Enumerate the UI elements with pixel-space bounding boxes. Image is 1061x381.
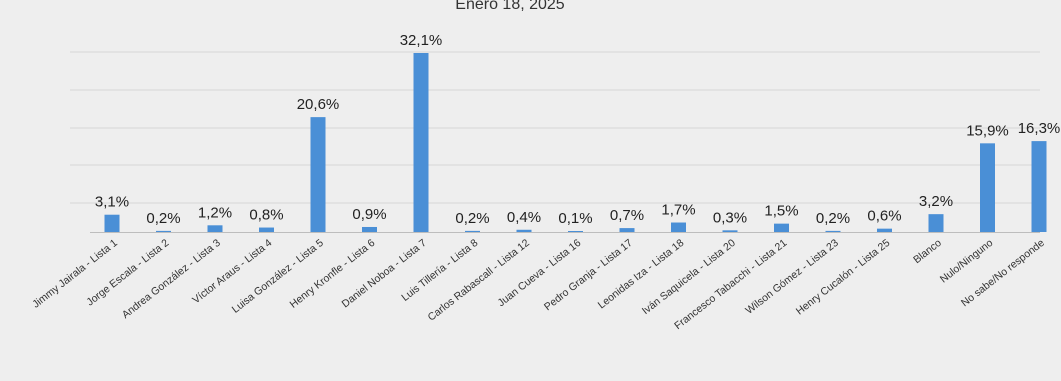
bar [310,117,326,232]
bar [156,230,171,232]
category-label: No sabe/No responde [959,237,1047,309]
category-label: Leonidas Iza - Lista 18 [596,237,687,312]
bar [1031,141,1047,232]
bar [516,229,532,232]
bar [413,53,429,232]
data-label: 16,3% [1018,120,1061,137]
category-label: Carlos Rabascall - Lista 12 [426,237,532,324]
bar [671,222,686,232]
category-label: Luisa González - Lista 5 [230,237,326,316]
bar [722,230,738,232]
category-label: Andrea González - Lista 3 [120,237,223,321]
data-label: 0,9% [352,206,386,223]
data-label: 1,2% [198,204,232,221]
data-label: 3,2% [919,193,953,210]
bar [928,214,944,232]
category-label: Juan Cueva - Lista 16 [495,237,583,309]
data-label: 0,2% [146,210,180,227]
data-label: 0,2% [455,210,489,227]
data-label: 32,1% [400,32,443,49]
category-label: Iván Saquicela - Lista 20 [640,237,738,317]
data-labels: 3,1% 0,2% 1,2% 0,8% 20,6% 0,9% 32,1% 0,2% 0,4% 0,… [95,32,1060,227]
category-label: Henry Kronfle - Lista 6 [288,237,378,311]
category-label: Daniel Noboa - Lista 7 [340,237,429,311]
category-label: Wilson Gómez - Lista 23 [743,237,841,317]
category-label: Blanco [911,237,944,266]
bars [104,53,1047,232]
bar [774,223,789,232]
category-label: Henry Cucalón - Lista 25 [794,237,893,318]
bar [568,231,583,232]
gridlines [70,51,1040,233]
data-label: 15,9% [966,122,1009,139]
data-label: 0,3% [713,209,747,226]
data-label: 0,2% [816,210,850,227]
category-label: Jimmy Jairala - Lista 1 [30,237,120,311]
data-label: 0,8% [249,207,283,224]
data-label: 0,7% [610,207,644,224]
data-label: 0,6% [867,208,901,225]
bar [362,226,377,232]
data-label: 0,1% [558,210,592,227]
bar [207,225,223,232]
bar [104,214,120,232]
bar [825,230,841,232]
bar [619,228,635,232]
bar [259,227,274,232]
bar [465,230,480,232]
data-label: 3,1% [95,194,129,211]
category-label: Pedro Granja - Lista 17 [542,237,635,313]
data-label: 0,4% [507,209,541,226]
bar [980,143,995,232]
data-label: 1,5% [764,203,798,220]
data-label: 20,6% [297,96,340,113]
chart-title: Enero 18, 2025 [455,0,565,13]
data-label: 1,7% [661,202,695,219]
bar [877,228,892,232]
